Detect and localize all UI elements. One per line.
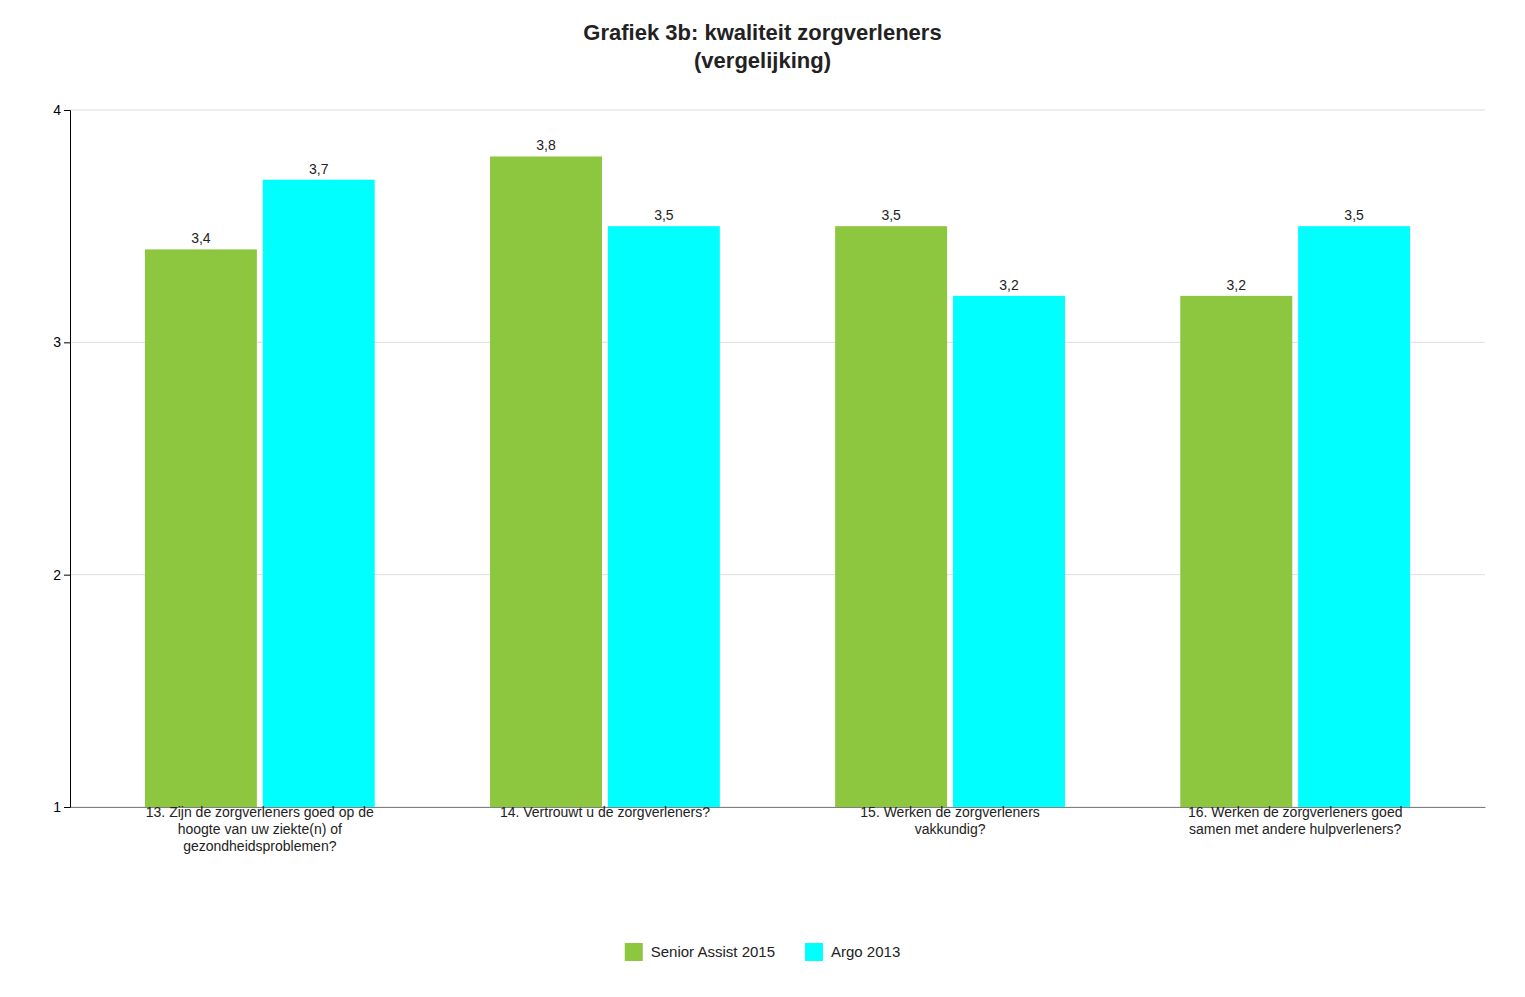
data-label: 3,8	[536, 137, 556, 153]
bar	[1180, 296, 1292, 807]
bars	[145, 156, 1410, 807]
x-tick-label-line: 16. Werken de zorgverleners goed	[1188, 804, 1403, 820]
y-tick-mark	[64, 342, 70, 343]
y-tick-label: 1	[53, 799, 61, 815]
y-tick-mark	[64, 575, 70, 576]
legend: Senior Assist 2015 Argo 2013	[625, 943, 900, 961]
x-tick-label-line: samen met andere hulpverleners?	[1189, 821, 1402, 837]
grid-line	[70, 110, 1485, 111]
bar-series	[145, 156, 1292, 807]
bar	[1298, 226, 1410, 807]
x-tick-label-line: 14. Vertrouwt u de zorgverleners?	[500, 804, 710, 820]
x-tick: 16. Werken de zorgverleners goedsamen me…	[1188, 804, 1403, 837]
x-tick-label-line: gezondheidsproblemen?	[183, 838, 337, 854]
bar	[263, 180, 375, 807]
x-axis: 13. Zijn de zorgverleners goed op dehoog…	[71, 804, 1486, 854]
y-tick: 1	[53, 799, 70, 815]
x-tick-label-line: hoogte van uw ziekte(n) of	[178, 821, 342, 837]
data-label: 3,2	[999, 277, 1019, 293]
legend-item: Senior Assist 2015	[625, 943, 775, 961]
data-label-series: 3,7 3,5 3,2 3,5	[309, 161, 1364, 293]
title: Grafiek 3b: kwaliteit zorgverleners (verg…	[583, 20, 941, 73]
data-label: 3,2	[1227, 277, 1247, 293]
legend-label: Senior Assist 2015	[651, 943, 775, 960]
y-tick-mark	[64, 807, 70, 808]
x-tick-label-line: vakkundig?	[915, 821, 986, 837]
data-label: 3,5	[1344, 207, 1364, 223]
legend-swatch	[805, 943, 823, 961]
legend-swatch	[625, 943, 643, 961]
bar	[145, 249, 257, 807]
y-tick-mark	[64, 110, 70, 111]
bar	[835, 226, 947, 807]
legend-label: Argo 2013	[831, 943, 900, 960]
y-tick: 4	[53, 102, 70, 118]
legend-item: Argo 2013	[805, 943, 900, 961]
x-tick-label: 14. Vertrouwt u de zorgverleners?	[500, 804, 710, 820]
data-label-series: 3,4 3,8 3,5 3,2	[191, 137, 1246, 292]
title-line: (vergelijking)	[694, 48, 831, 73]
bar	[490, 156, 602, 807]
x-tick-label: 16. Werken de zorgverleners goedsamen me…	[1188, 804, 1403, 837]
data-label: 3,5	[881, 207, 901, 223]
y-axis-line	[64, 111, 71, 808]
x-tick: 13. Zijn de zorgverleners goed op dehoog…	[146, 804, 374, 854]
data-label: 3,7	[309, 161, 329, 177]
data-label: 3,5	[654, 207, 674, 223]
y-tick-label: 2	[53, 567, 61, 583]
data-labels: 3,4 3,8 3,5 3,2 3,7 3,5 3,2 3,5	[191, 137, 1364, 292]
x-tick-label: 15. Werken de zorgverlenersvakkundig?	[860, 804, 1040, 837]
y-tick: 3	[53, 334, 70, 350]
x-tick: 14. Vertrouwt u de zorgverleners?	[500, 804, 710, 820]
x-tick-label: 13. Zijn de zorgverleners goed op dehoog…	[146, 804, 374, 854]
bar	[608, 226, 720, 807]
x-tick-label-line: 15. Werken de zorgverleners	[860, 804, 1040, 820]
x-tick: 15. Werken de zorgverlenersvakkundig?	[860, 804, 1040, 837]
x-tick-label-line: 13. Zijn de zorgverleners goed op de	[146, 804, 374, 820]
data-label: 3,4	[191, 230, 211, 246]
y-axis: 1 2 3 4	[53, 102, 70, 815]
bar	[953, 296, 1065, 807]
chart: Grafiek 3b: kwaliteit zorgverleners (verg…	[0, 0, 1525, 997]
y-tick-label: 3	[53, 334, 61, 350]
title-line: Grafiek 3b: kwaliteit zorgverleners	[583, 20, 941, 45]
bar-series	[263, 180, 1410, 807]
y-tick-label: 4	[53, 102, 61, 118]
y-tick: 2	[53, 567, 70, 583]
